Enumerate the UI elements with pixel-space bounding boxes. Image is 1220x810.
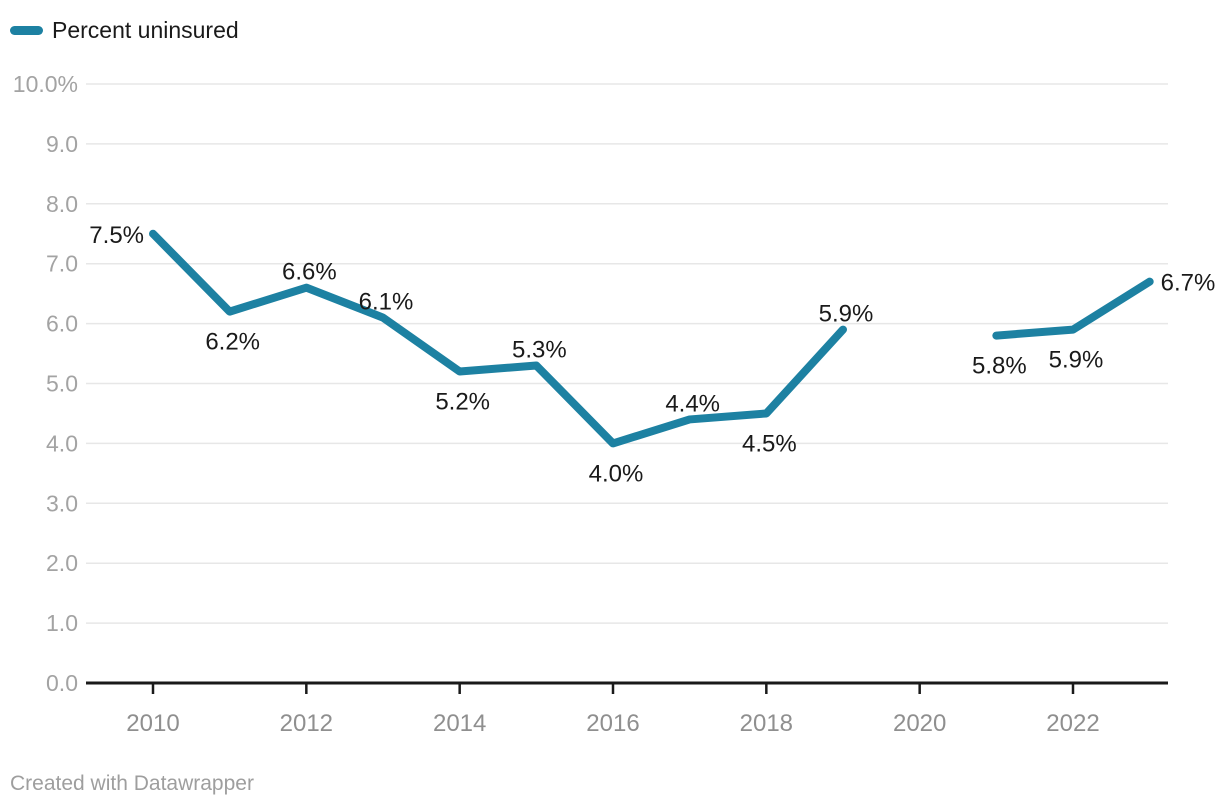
point-label: 6.2% (205, 329, 260, 356)
point-label: 5.9% (1049, 347, 1104, 374)
attribution-text: Created with Datawrapper (10, 772, 254, 795)
x-axis-label: 2014 (433, 710, 486, 737)
point-label: 5.3% (512, 337, 567, 364)
point-label: 4.5% (742, 430, 797, 457)
x-axis-label: 2020 (893, 710, 946, 737)
y-axis-label: 2.0 (46, 550, 78, 576)
legend-line-swatch (10, 25, 43, 35)
y-axis-label: 7.0 (46, 251, 78, 277)
y-axis-label: 1.0 (46, 610, 78, 636)
x-axis-label: 2012 (280, 710, 333, 737)
point-label: 4.4% (665, 390, 720, 417)
point-label: 5.9% (819, 301, 874, 328)
y-axis-label: 6.0 (46, 311, 78, 337)
series-line-segment (992, 277, 1154, 340)
x-axis-label: 2016 (586, 710, 639, 737)
y-axis-label: 10.0% (13, 71, 78, 97)
point-label: 5.2% (435, 389, 490, 416)
y-axis-label: 8.0 (46, 191, 78, 217)
y-axis-label: 3.0 (46, 490, 78, 516)
point-label: 6.6% (282, 259, 337, 286)
x-axis-label: 2022 (1046, 710, 1099, 737)
y-axis-label: 5.0 (46, 371, 78, 397)
x-axis-label: 2010 (126, 710, 179, 737)
y-axis-label: 9.0 (46, 131, 78, 157)
series-line-segment (149, 229, 848, 448)
y-axis-label: 0.0 (46, 670, 78, 696)
point-label: 6.7% (1161, 270, 1216, 297)
legend: Percent uninsured (10, 16, 239, 44)
y-axis-label: 4.0 (46, 430, 78, 456)
point-label: 6.1% (359, 289, 414, 316)
point-label: 5.8% (972, 353, 1027, 380)
point-label: 7.5% (89, 222, 144, 249)
x-axis-label: 2018 (740, 710, 793, 737)
point-label: 4.0% (589, 460, 644, 487)
legend-label: Percent uninsured (52, 17, 239, 43)
